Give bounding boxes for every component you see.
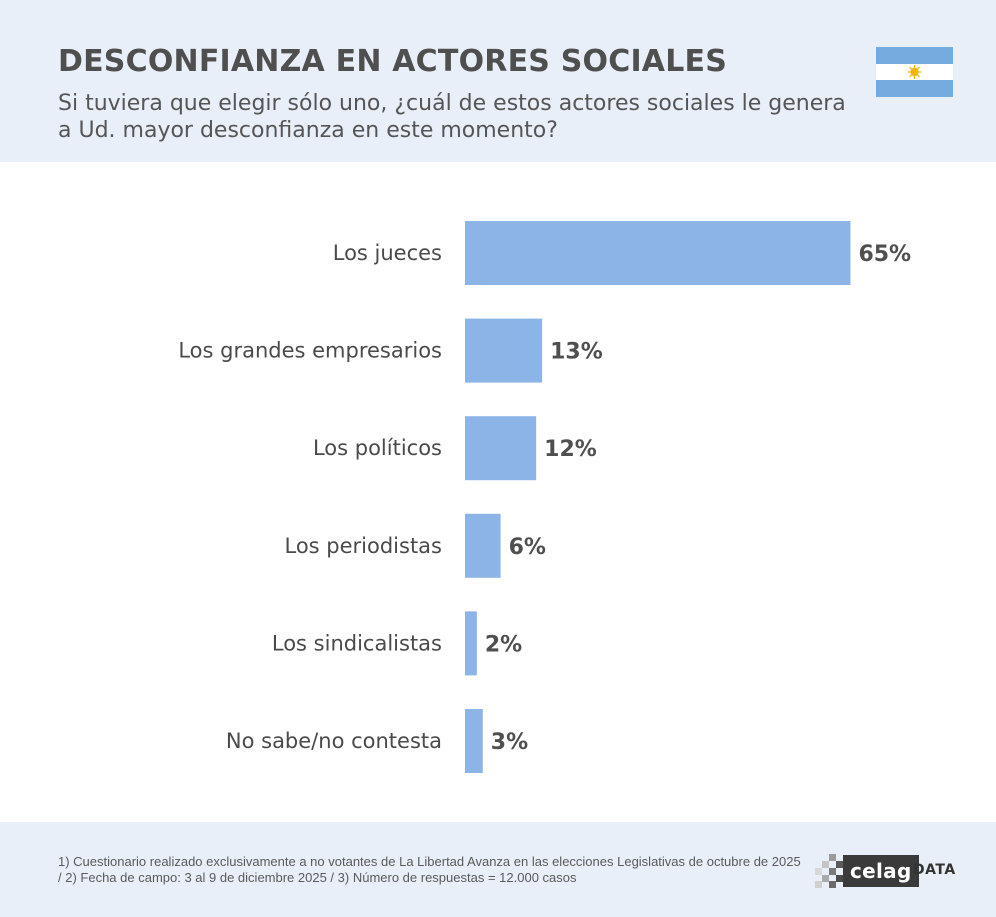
logo-data-label: DATA xyxy=(913,862,956,878)
bar xyxy=(465,318,543,383)
value-label: 2% xyxy=(485,632,522,657)
chart-subtitle: Si tuviera que elegir sólo uno, ¿cuál de… xyxy=(58,91,846,143)
celag-data-logo: celag DATA xyxy=(815,854,965,888)
category-label: Los políticos xyxy=(313,436,442,460)
value-label: 6% xyxy=(509,535,546,560)
category-label: Los sindicalistas xyxy=(272,631,442,655)
bar xyxy=(465,513,501,578)
value-label: 13% xyxy=(550,340,603,365)
logo-wordmark: celag xyxy=(843,855,919,887)
bar xyxy=(465,709,483,773)
value-label: 12% xyxy=(544,437,597,462)
bar xyxy=(465,611,477,676)
chart-title: DESCONFIANZA EN ACTORES SOCIALES xyxy=(58,44,728,79)
logo-pixel-icon xyxy=(815,854,843,888)
methodology-note: 1) Cuestionario realizado exclusivamente… xyxy=(58,854,801,885)
argentina-flag-icon xyxy=(876,47,953,97)
category-label: Los periodistas xyxy=(284,534,442,558)
value-label: 3% xyxy=(491,730,528,755)
category-label: No sabe/no contesta xyxy=(226,729,442,753)
bar-chart: Los jueces 65% Los grandes empresarios 13% L… xyxy=(178,221,911,773)
value-label: 65% xyxy=(858,242,911,267)
category-label: Los grandes empresarios xyxy=(178,339,442,363)
bar xyxy=(465,416,537,481)
header: DESCONFIANZA EN ACTORES SOCIALES Si tuvi… xyxy=(0,0,996,162)
bar xyxy=(465,221,851,285)
footer: 1) Cuestionario realizado exclusivamente… xyxy=(0,822,996,917)
category-label: Los jueces xyxy=(333,241,442,265)
